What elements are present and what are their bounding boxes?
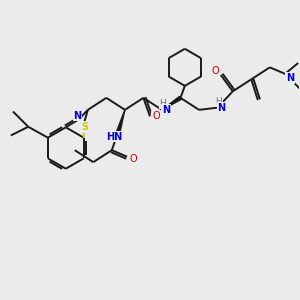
Text: S: S [82, 122, 88, 132]
Text: H: H [215, 97, 222, 106]
Polygon shape [162, 96, 182, 110]
Text: N: N [162, 105, 170, 115]
Polygon shape [117, 110, 125, 132]
Text: HN: HN [106, 132, 122, 142]
Text: O: O [211, 66, 219, 76]
Text: N: N [286, 73, 294, 83]
Text: O: O [152, 111, 160, 122]
Text: N: N [218, 103, 226, 113]
Text: O: O [129, 154, 137, 164]
Text: N: N [74, 111, 82, 121]
Text: H: H [160, 99, 166, 108]
